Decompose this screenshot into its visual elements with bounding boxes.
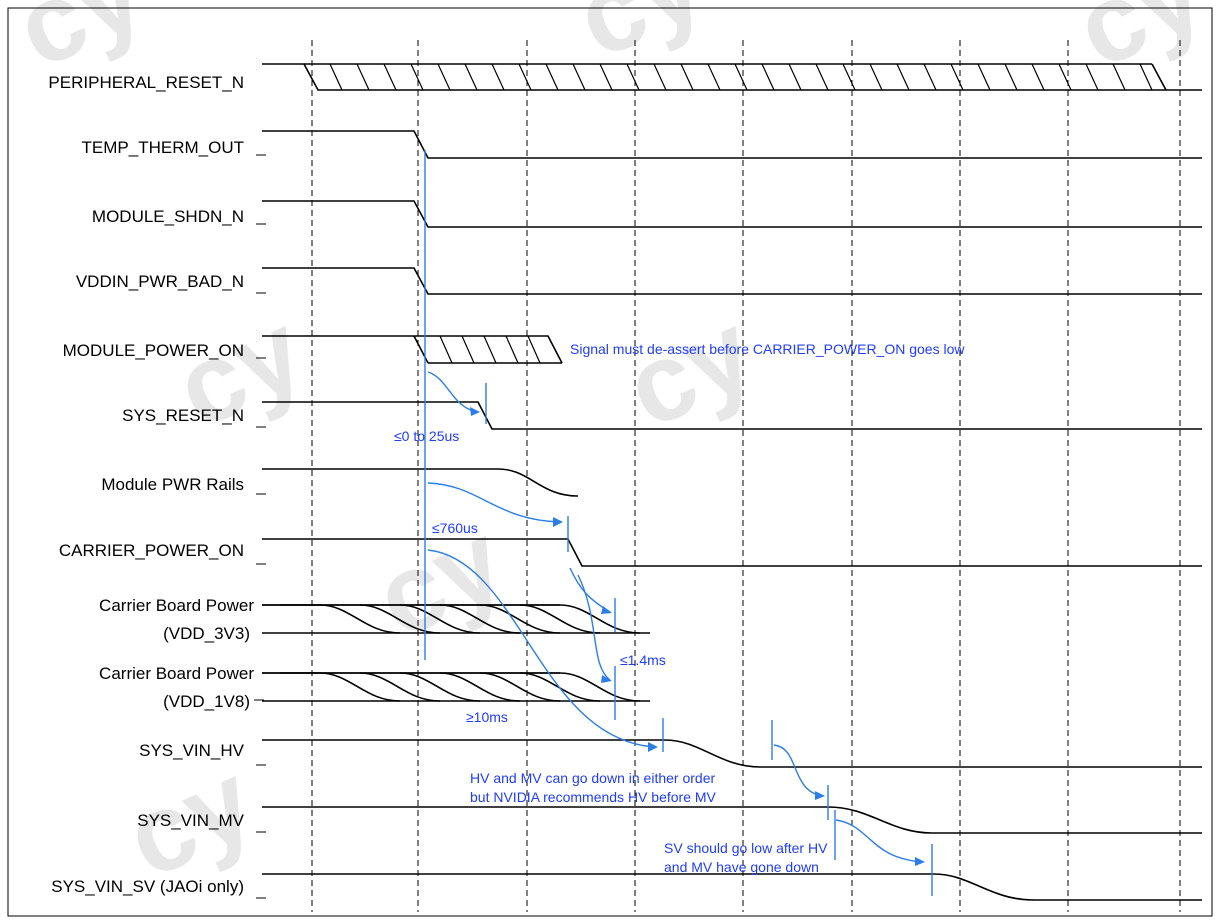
note-hv-mv-line1: HV and MV can go down in either order	[470, 770, 715, 786]
signal-label-vdd-1v8: (VDD_1V8)	[163, 692, 250, 711]
rail-curve	[280, 604, 401, 634]
waveform-sys-vin-mv	[262, 806, 1202, 834]
signal-label-carrier-power-on: CARRIER_POWER_ON	[59, 541, 244, 560]
arrow-carrier-10ms	[427, 549, 656, 748]
hatch-stroke	[329, 63, 343, 91]
hatch-stroke	[505, 335, 519, 364]
hatch-stroke	[1004, 63, 1018, 91]
signal-label-module-pwr-rails: Module PWR Rails	[101, 475, 244, 494]
signal-label-vdd-3v3: (VDD_3V3)	[163, 624, 250, 643]
rail-curve	[520, 604, 641, 634]
signal-label-sys-vin-hv: SYS_VIN_HV	[139, 741, 245, 760]
signal-label-sys-vin-sv: SYS_VIN_SV (JAOi only)	[51, 877, 244, 896]
hatch-stroke	[1058, 63, 1072, 91]
signal-label-carrier-board-power-3v3: Carrier Board Power	[99, 596, 254, 615]
hatch-stroke	[815, 63, 829, 91]
hatch-stroke	[923, 63, 937, 91]
signal-label-peripheral-reset-n: PERIPHERAL_RESET_N	[48, 73, 244, 92]
hatch-stroke	[572, 63, 586, 91]
hatch-stroke	[518, 63, 532, 91]
arrow-hv-to-mv	[773, 744, 823, 797]
note-sv-line1: SV should go low after HV	[664, 840, 828, 856]
waveform-sys-reset-n	[262, 401, 1202, 430]
note-module-power-on: Signal must de-assert before CARRIER_POW…	[570, 341, 965, 357]
hatch-stroke	[842, 63, 856, 91]
hatch-stroke	[1031, 63, 1045, 91]
watermark-mark: cy	[608, 289, 771, 452]
waveform-module-pwr-rails	[262, 468, 579, 497]
note-carrier-1v4: ≤1.4ms	[620, 652, 666, 668]
watermark-mark: cy	[158, 289, 321, 452]
hatch-stroke	[1139, 63, 1153, 91]
hatch-stroke	[950, 63, 964, 91]
hatch-stroke	[356, 63, 370, 91]
signal-label-module-shdn-n: MODULE_SHDN_N	[92, 207, 244, 226]
arrow-carrier-3v3	[569, 567, 611, 613]
arrow-mv-to-sv	[835, 819, 923, 863]
hatch-stroke	[896, 63, 910, 91]
hatch-stroke	[869, 63, 883, 91]
arrow-sys-reset-delay	[427, 371, 479, 413]
hatch-stroke	[707, 63, 721, 91]
timing-annotations: Signal must de-assert before CARRIER_POW…	[394, 150, 965, 896]
hatch-stroke	[977, 63, 991, 91]
label-ticks	[254, 154, 266, 899]
diagram-frame	[7, 7, 1213, 917]
note-sv-line2: and MV have gone down	[664, 859, 819, 875]
hatch-stroke	[1112, 63, 1126, 91]
hatch-stroke	[1085, 63, 1099, 91]
waveform-temp-therm-out	[262, 130, 1202, 159]
signal-label-sys-reset-n: SYS_RESET_N	[122, 406, 244, 425]
note-carrier-10ms: ≥10ms	[466, 709, 508, 725]
hatch-stroke	[761, 63, 775, 91]
waveform-vddin-pwr-bad-n	[262, 267, 1202, 295]
signal-label-carrier-board-power-1v8: Carrier Board Power	[99, 664, 254, 683]
rail-curve	[520, 672, 641, 702]
hatch-stroke	[599, 63, 613, 91]
signal-label-sys-vin-mv: SYS_VIN_MV	[137, 811, 244, 830]
waveform-sys-vin-hv	[262, 739, 1202, 768]
hatch-stroke	[626, 63, 640, 91]
hatch-stroke	[383, 63, 397, 91]
waveform-module-power-on	[262, 335, 563, 364]
arrow-carrier-1v8	[577, 574, 611, 681]
waveform-peripheral-reset-n	[262, 63, 1202, 91]
time-grid	[311, 40, 1181, 912]
hatch-stroke	[680, 63, 694, 91]
hatch-stroke	[464, 63, 478, 91]
signal-label-module-power-on: MODULE_POWER_ON	[63, 341, 244, 360]
hatch-stroke	[527, 335, 541, 364]
note-module-rails-delay: ≤760us	[432, 520, 478, 536]
signal-labels: PERIPHERAL_RESET_N TEMP_THERM_OUT MODULE…	[48, 73, 254, 896]
hatch-stroke	[545, 63, 559, 91]
hatch-stroke	[653, 63, 667, 91]
waveform-sys-vin-sv	[262, 873, 1202, 901]
hatch-stroke	[410, 63, 424, 91]
arrow-module-rails-delay	[427, 482, 561, 523]
note-sys-reset-delay: ≤0 to 25us	[394, 428, 459, 444]
watermark-mark: cy	[1058, 0, 1220, 92]
hatch-stroke	[439, 335, 453, 364]
note-hv-mv-line2: but NVIDIA recommends HV before MV	[470, 789, 717, 805]
signal-label-temp-therm-out: TEMP_THERM_OUT	[82, 138, 244, 157]
waveform-vdd-1v8	[262, 672, 650, 702]
waveform-module-shdn-n	[262, 200, 1202, 228]
watermark-mark: cy	[558, 0, 721, 82]
rail-curve	[280, 672, 401, 702]
hatch-stroke	[461, 335, 475, 364]
hatch-stroke	[483, 335, 497, 364]
hatch-stroke	[734, 63, 748, 91]
signal-label-vddin-pwr-bad-n: VDDIN_PWR_BAD_N	[76, 272, 244, 291]
hatch-stroke	[788, 63, 802, 91]
hatch-stroke	[491, 63, 505, 91]
waveform-carrier-power-on	[262, 538, 1202, 567]
hatch-stroke	[437, 63, 451, 91]
waveform-vdd-3v3	[262, 604, 650, 634]
